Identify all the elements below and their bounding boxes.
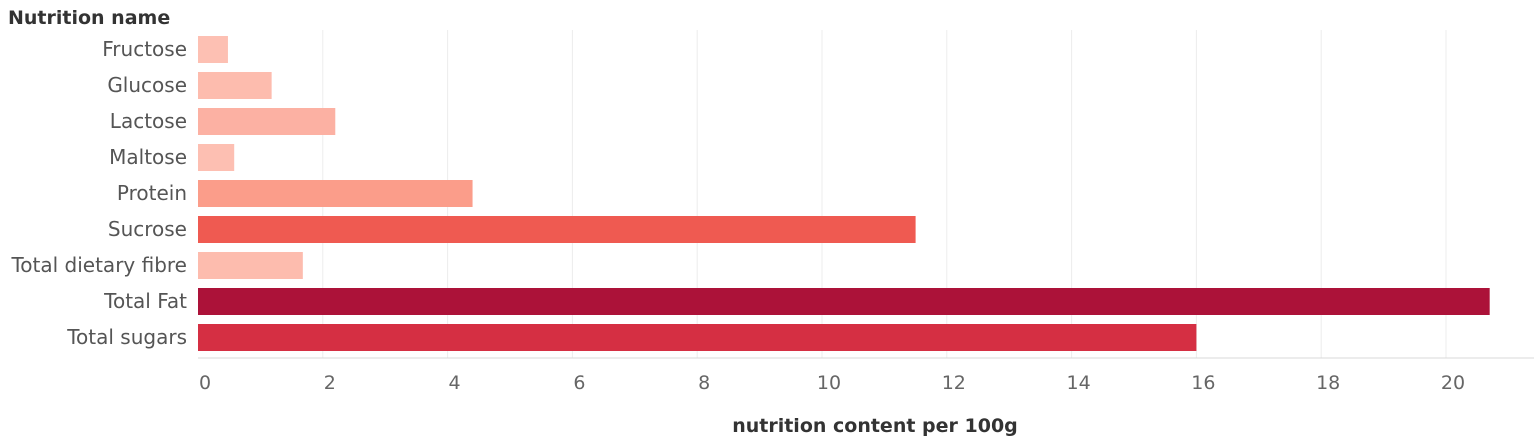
- category-label: Glucose: [107, 73, 187, 97]
- category-label: Total Fat: [103, 289, 187, 313]
- category-label: Maltose: [109, 145, 187, 169]
- bar-fructose[interactable]: [198, 36, 228, 63]
- category-label: Lactose: [110, 109, 187, 133]
- bar-glucose[interactable]: [198, 72, 272, 99]
- bar-protein[interactable]: [198, 180, 473, 207]
- x-axis-ticks: 0 2 4 6 8 10 12 14 16 18 20: [199, 372, 1465, 394]
- bar-lactose[interactable]: [198, 108, 336, 135]
- bar-maltose[interactable]: [198, 144, 235, 171]
- category-label: Total sugars: [66, 325, 187, 349]
- x-tick-label: 14: [1067, 372, 1091, 394]
- bars: [198, 36, 1490, 351]
- bar-total-fat[interactable]: [198, 288, 1490, 315]
- x-tick-label: 0: [199, 372, 211, 394]
- x-tick-label: 18: [1316, 372, 1340, 394]
- x-tick-label: 4: [449, 372, 461, 394]
- category-header: Nutrition name: [8, 7, 170, 29]
- x-axis-title: nutrition content per 100g: [732, 415, 1018, 437]
- bar-total-sugars[interactable]: [198, 324, 1197, 351]
- x-tick-label: 6: [573, 372, 585, 394]
- category-label: Fructose: [102, 37, 187, 61]
- x-tick-label: 20: [1441, 372, 1465, 394]
- category-label: Total dietary fibre: [10, 253, 187, 277]
- x-tick-label: 2: [324, 372, 336, 394]
- category-label: Protein: [117, 181, 187, 205]
- category-labels: Fructose Glucose Lactose Maltose Protein Sucr…: [10, 37, 187, 349]
- x-tick-label: 10: [817, 372, 841, 394]
- bar-sucrose[interactable]: [198, 216, 916, 243]
- bar-total-dietary-fibre[interactable]: [198, 252, 303, 279]
- x-tick-label: 16: [1191, 372, 1215, 394]
- x-tick-label: 12: [942, 372, 966, 394]
- category-label: Sucrose: [108, 217, 187, 241]
- x-tick-label: 8: [698, 372, 710, 394]
